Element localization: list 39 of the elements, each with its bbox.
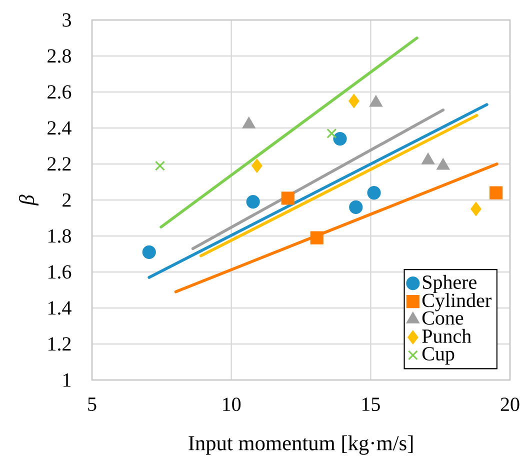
- legend-label: Cylinder: [422, 293, 492, 312]
- y-tick-label: 2.8: [48, 49, 71, 63]
- point: [154, 160, 166, 171]
- point: [333, 132, 347, 146]
- point: [348, 94, 360, 108]
- legend-label: Punch: [422, 328, 472, 343]
- point: [281, 192, 294, 205]
- y-tick-label: 2: [62, 193, 71, 207]
- point: [370, 96, 382, 107]
- point: [142, 245, 156, 259]
- x-tick-label: 20: [500, 398, 520, 412]
- point: [246, 195, 260, 209]
- point: [242, 117, 256, 128]
- y-tick-label: 2.4: [48, 121, 72, 135]
- point: [310, 231, 324, 244]
- y-tick-label: 1.2: [48, 337, 71, 351]
- y-tick-label: 1.4: [48, 301, 72, 315]
- y-axis-title: β: [18, 194, 38, 206]
- point: [436, 158, 450, 170]
- point: [490, 186, 503, 200]
- y-tick-label: 1.6: [48, 265, 72, 279]
- point: [422, 153, 434, 164]
- y-tick-label: 3: [62, 13, 71, 27]
- legend-label: Cup: [422, 347, 454, 365]
- point: [367, 186, 381, 200]
- legend-label: Cone: [422, 311, 464, 325]
- x-tick-label: 5: [88, 398, 96, 411]
- y-tick-label: 2.6: [48, 85, 72, 99]
- legend-label: Sphere: [422, 274, 476, 294]
- x-tick-label: 15: [362, 398, 380, 411]
- point: [326, 128, 337, 138]
- x-axis-title: Input momentum [kg·m/s]: [188, 435, 413, 455]
- point: [252, 159, 262, 173]
- y-tick-label: 1: [63, 373, 71, 387]
- point: [349, 200, 363, 214]
- x-tick-label: 10: [223, 398, 241, 412]
- y-tick-label: 1.8: [48, 229, 71, 243]
- point: [470, 202, 482, 216]
- y-tick-label: 2.2: [48, 157, 71, 171]
